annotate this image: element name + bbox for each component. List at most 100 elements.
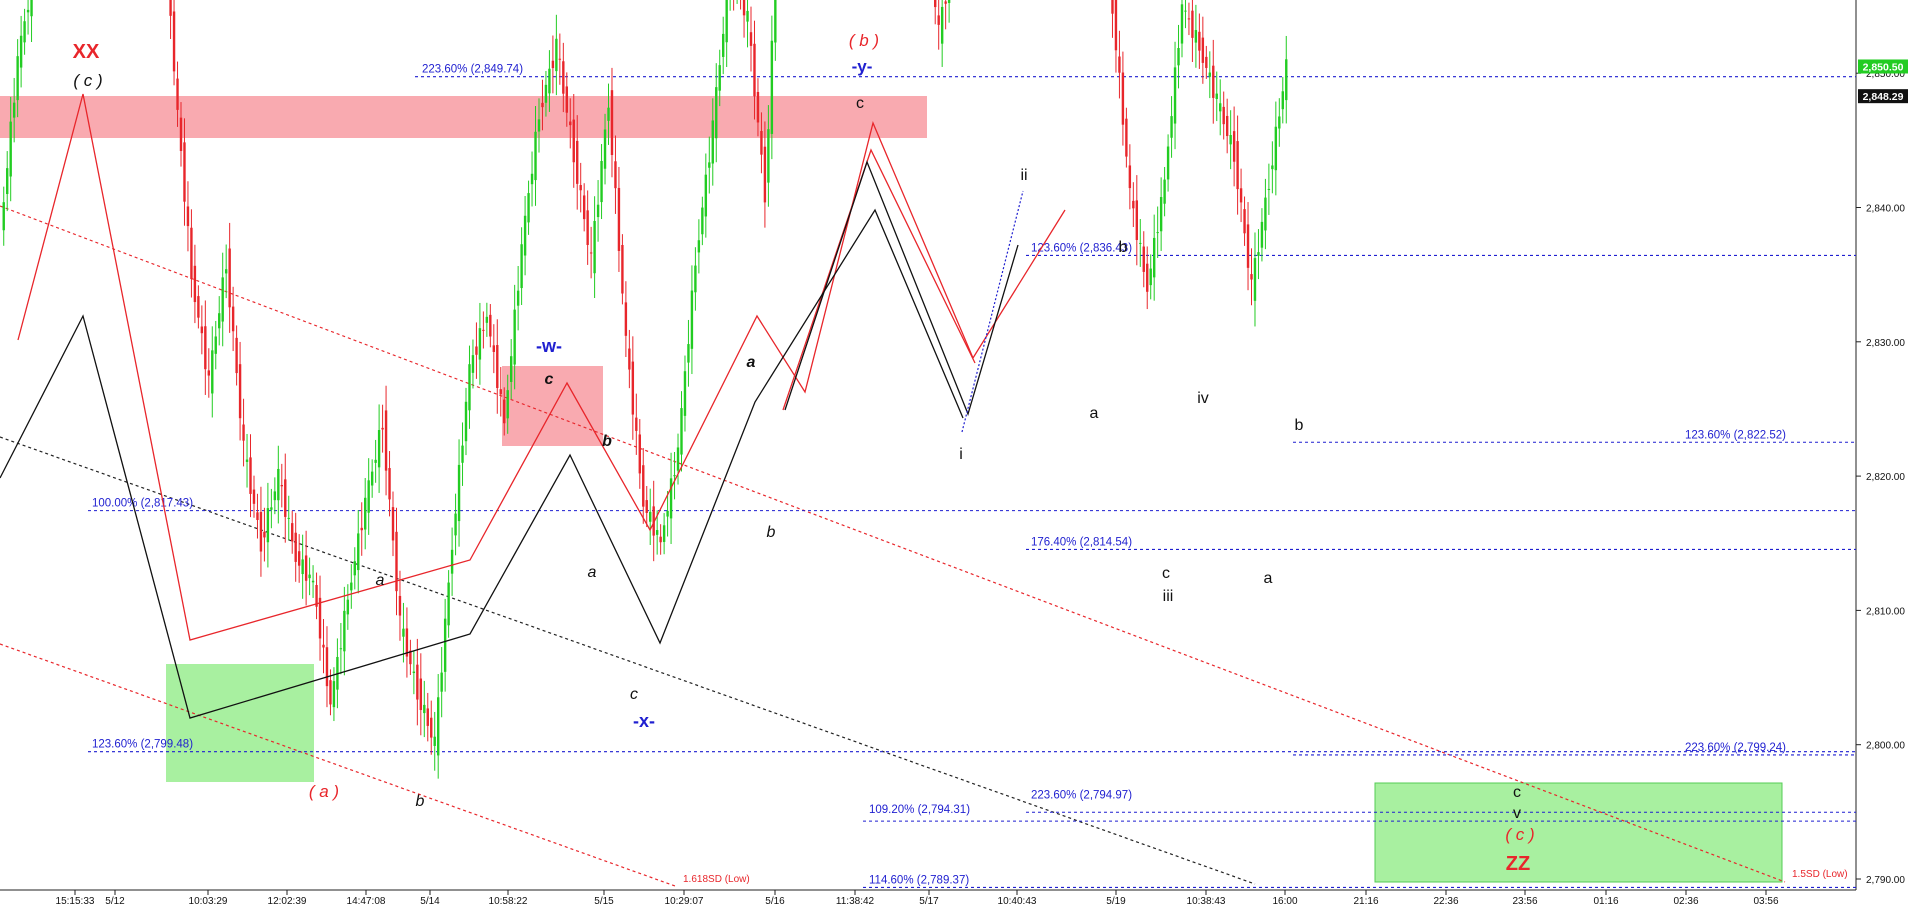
- x-tick-label: 5/16: [765, 896, 785, 907]
- candle-body: [1180, 4, 1184, 44]
- candle-body: [353, 561, 356, 576]
- candle-body: [482, 329, 485, 331]
- candle-body: [1128, 165, 1132, 189]
- x-axis-ticks: 15:15:33 5/12 10:03:29 12:02:39 14:47:08 5/14…: [56, 890, 1779, 907]
- candle-body: [492, 345, 496, 352]
- candle-body: [1264, 197, 1267, 231]
- candle-body: [576, 140, 579, 184]
- candle-body: [701, 207, 704, 235]
- candle-body: [214, 336, 217, 354]
- wave-label: ( c ): [1505, 825, 1534, 844]
- wave-label: c: [1513, 784, 1521, 801]
- candle-body: [322, 644, 325, 648]
- candle-body: [947, 0, 951, 3]
- candle-body: [367, 480, 370, 513]
- candle-body: [231, 306, 235, 332]
- candle-body: [1232, 131, 1236, 162]
- candle-body: [652, 506, 655, 536]
- x-tick-label: 11:38:42: [836, 896, 875, 907]
- x-tick-label: 15:15:33: [56, 896, 95, 907]
- candle-body: [291, 523, 294, 542]
- candle-body: [461, 445, 464, 463]
- x-tick-label: 23:56: [1512, 896, 1537, 907]
- channel-label-15sd: 1.5SD (Low): [1792, 869, 1848, 880]
- candle-body: [224, 269, 228, 274]
- candle-body: [655, 530, 659, 535]
- wave-structure-black-2: [784, 160, 1019, 416]
- x-tick-label: 5/14: [420, 896, 440, 907]
- candle-body: [523, 215, 527, 256]
- resistance-zone-top: [0, 96, 927, 138]
- candle-body: [610, 90, 614, 156]
- candle-body: [617, 187, 621, 251]
- support-zone-left: [166, 664, 314, 782]
- candle-body: [6, 168, 9, 195]
- candle-body: [513, 309, 516, 365]
- candle-body: [339, 648, 343, 650]
- candle-body: [172, 11, 176, 72]
- candle-body: [1198, 31, 1201, 51]
- y-tick-label: 2,810.00: [1866, 606, 1905, 617]
- price-series: [2, 0, 1288, 779]
- x-tick-label: 5/15: [594, 896, 614, 907]
- candle-body: [697, 240, 701, 253]
- wave-label: i: [959, 446, 963, 463]
- candle-body: [537, 119, 541, 132]
- fib-label: 114.60% (2,789.37): [869, 874, 969, 886]
- candle-body: [548, 68, 551, 94]
- candle-body: [690, 290, 694, 349]
- candle-body: [607, 107, 610, 121]
- x-tick-label: 10:29:07: [665, 896, 704, 907]
- wave-label: b: [416, 793, 425, 810]
- fib-label: 223.60% (2,794.97): [1031, 789, 1132, 801]
- candle-body: [562, 61, 565, 94]
- y-tick-label: 2,800.00: [1866, 741, 1905, 752]
- wave-label: b: [1295, 417, 1304, 434]
- candle-body: [666, 510, 669, 517]
- resistance-zone-w: [502, 366, 603, 446]
- candle-body: [582, 195, 586, 220]
- candle-body: [360, 527, 363, 531]
- candle-body: [496, 345, 499, 388]
- x-tick-label: 10:03:29: [189, 896, 228, 907]
- channel-mid: [0, 436, 1256, 885]
- candle-body: [221, 277, 224, 322]
- candle-body: [12, 102, 16, 118]
- x-tick-label: 5/12: [105, 896, 125, 907]
- candle-body: [242, 424, 245, 441]
- candle-body: [1236, 141, 1239, 190]
- x-tick-label: 5/19: [1106, 896, 1126, 907]
- candle-body: [527, 193, 530, 223]
- candle-body: [565, 86, 568, 113]
- candle-body: [1166, 146, 1170, 180]
- candle-body: [579, 185, 582, 191]
- candle-body: [357, 533, 360, 571]
- candle-body: [238, 364, 242, 419]
- x-tick-label: 03:56: [1753, 896, 1778, 907]
- candle-body: [569, 121, 572, 126]
- candle-body: [1219, 103, 1222, 112]
- candle-body: [687, 344, 690, 363]
- candle-body: [259, 512, 263, 552]
- candle-body: [370, 471, 374, 486]
- candle-body: [186, 206, 190, 227]
- fibonacci-levels: 123.60% (2,896.05)114.60% (2,892.00)223.…: [88, 64, 1856, 889]
- wave-label: -y-: [852, 57, 873, 76]
- candle-body: [940, 6, 944, 44]
- candle-body: [1177, 48, 1180, 66]
- candle-body: [718, 65, 721, 91]
- wave-label: iii: [1163, 588, 1174, 605]
- candle-body: [624, 302, 628, 336]
- wave-label: c: [1162, 565, 1170, 582]
- candle-body: [593, 220, 596, 274]
- candle-body: [468, 364, 471, 411]
- candle-body: [325, 647, 329, 687]
- x-tick-label: 5/17: [919, 896, 939, 907]
- fib-label: 109.20% (2,794.31): [869, 804, 970, 816]
- candle-body: [280, 485, 283, 487]
- price-tag-label: 2,848.29: [1863, 91, 1904, 103]
- candle-body: [381, 427, 384, 430]
- x-tick-label: 01:16: [1593, 896, 1618, 907]
- candle-body: [509, 356, 513, 382]
- candle-body: [704, 174, 708, 217]
